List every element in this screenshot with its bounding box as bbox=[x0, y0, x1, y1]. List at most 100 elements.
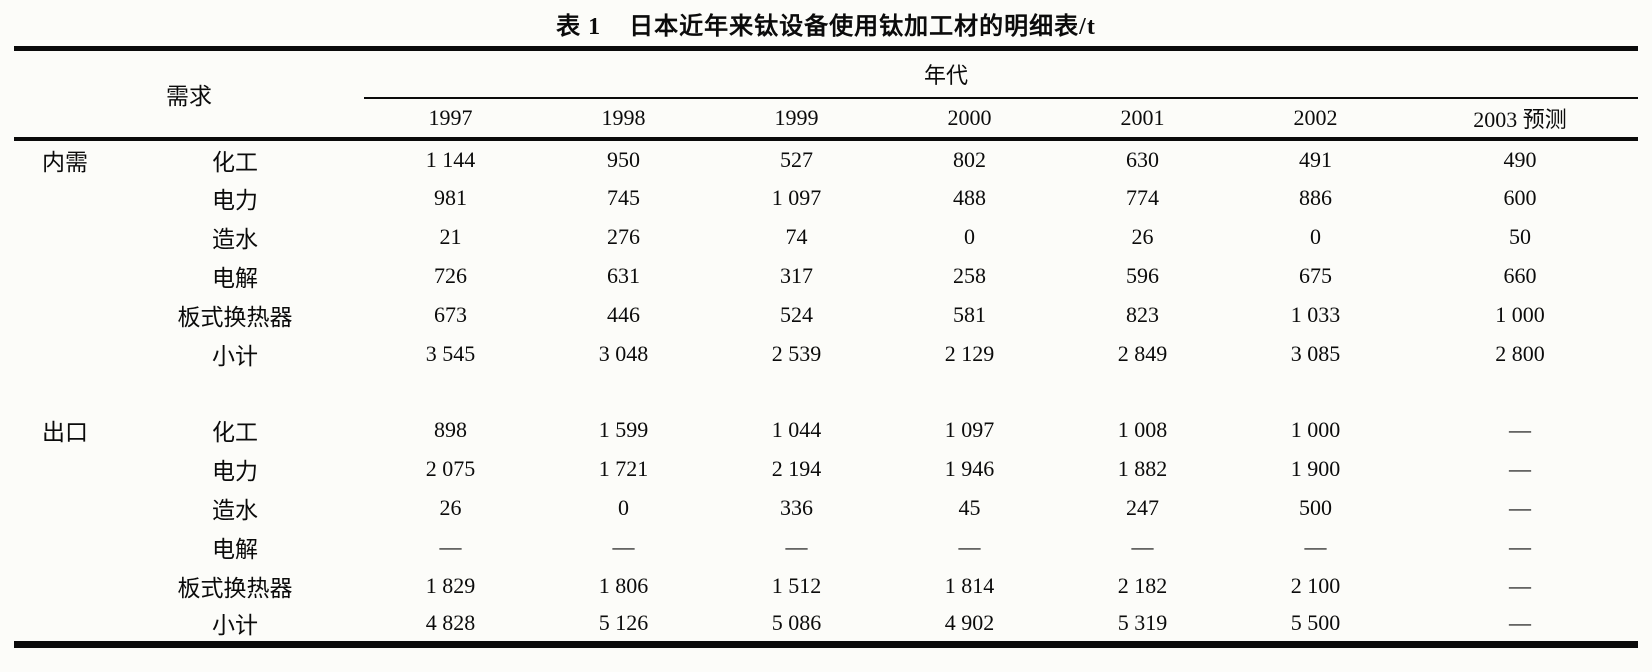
table-row: 造水 21 276 74 0 26 0 50 bbox=[14, 217, 1638, 256]
value-cell: 581 bbox=[952, 301, 986, 327]
value-cell: 2 539 bbox=[771, 340, 822, 366]
value-cell: 630 bbox=[1125, 146, 1159, 172]
era-header-row: 需求 年代 bbox=[13, 48, 1638, 141]
group-label bbox=[14, 256, 106, 295]
value-cell: 26 bbox=[439, 494, 462, 520]
value-cell: 524 bbox=[779, 301, 813, 327]
group-label: 内需 bbox=[41, 149, 88, 175]
value-cell: 898 bbox=[433, 416, 467, 442]
value-cell: 2 182 bbox=[1117, 572, 1168, 598]
value-cell: 3 545 bbox=[425, 340, 476, 366]
value-cell: 1 806 bbox=[598, 572, 649, 598]
value-cell: 276 bbox=[606, 223, 640, 249]
value-cell: 50 bbox=[1508, 223, 1531, 249]
table-row: 电解 — — — — — — — bbox=[14, 527, 1638, 566]
year-header-2003-forecast: 2003 预测 bbox=[1401, 98, 1638, 141]
value-cell: 726 bbox=[433, 262, 467, 288]
value-cell: 596 bbox=[1125, 262, 1159, 288]
value-cell: 258 bbox=[952, 262, 986, 288]
value-cell: 2 849 bbox=[1117, 340, 1168, 366]
table-row: 电解 726 631 317 258 596 675 660 bbox=[14, 256, 1638, 295]
value-cell: 631 bbox=[606, 262, 640, 288]
value-cell: 4 902 bbox=[944, 609, 995, 635]
table-row: 电力 2 075 1 721 2 194 1 946 1 882 1 900 — bbox=[14, 449, 1638, 488]
value-cell: 5 500 bbox=[1290, 609, 1341, 635]
value-cell: 3 085 bbox=[1290, 340, 1341, 366]
group-label bbox=[14, 217, 106, 256]
value-cell: 745 bbox=[606, 184, 640, 210]
value-cell: 2 075 bbox=[425, 455, 476, 481]
table-row: 电力 981 745 1 097 488 774 886 600 bbox=[14, 178, 1638, 217]
year-header-2002: 2002 bbox=[1228, 98, 1402, 141]
value-cell: 1 000 bbox=[1290, 416, 1341, 442]
value-cell: 500 bbox=[1298, 494, 1332, 520]
value-cell: 26 bbox=[1131, 223, 1154, 249]
value-cell: — bbox=[1508, 533, 1531, 559]
group-label bbox=[14, 527, 106, 566]
value-cell: — bbox=[1508, 572, 1531, 598]
value-cell: 247 bbox=[1125, 494, 1159, 520]
value-cell: 2 194 bbox=[771, 455, 822, 481]
value-cell: 1 946 bbox=[944, 455, 995, 481]
value-cell: 1 599 bbox=[598, 416, 649, 442]
group-label bbox=[14, 566, 106, 605]
value-cell: 1 900 bbox=[1290, 455, 1341, 481]
year-header-2000: 2000 bbox=[882, 98, 1056, 141]
value-cell: 74 bbox=[785, 223, 808, 249]
group-label bbox=[14, 178, 106, 217]
value-cell: 1 814 bbox=[944, 572, 995, 598]
value-cell: 0 bbox=[617, 494, 629, 520]
era-header: 年代 bbox=[363, 48, 1638, 99]
category-cell: 造水 bbox=[211, 497, 258, 523]
category-cell: 板式换热器 bbox=[177, 304, 293, 330]
category-cell: 电解 bbox=[211, 536, 258, 562]
group-label bbox=[14, 449, 106, 488]
value-cell: 802 bbox=[952, 146, 986, 172]
value-cell: 1 008 bbox=[1117, 416, 1168, 442]
category-cell: 电解 bbox=[211, 265, 258, 291]
value-cell: — bbox=[958, 533, 981, 559]
value-cell: 675 bbox=[1298, 262, 1332, 288]
value-cell: — bbox=[1508, 494, 1531, 520]
table-row: 小计 3 545 3 048 2 539 2 129 2 849 3 085 2 800 bbox=[14, 334, 1638, 373]
table-title-text: 日本近年来钛设备使用钛加工材的明细表/t bbox=[629, 14, 1096, 40]
category-cell: 化工 bbox=[211, 419, 258, 445]
demand-header: 需求 bbox=[13, 48, 364, 141]
group-label: 出口 bbox=[41, 419, 88, 445]
value-cell: 5 319 bbox=[1117, 609, 1168, 635]
value-cell: 660 bbox=[1503, 262, 1537, 288]
value-cell: 4 828 bbox=[425, 609, 476, 635]
year-header-row: 1997 1998 1999 2000 2001 2002 2003 预测 bbox=[14, 98, 1638, 141]
value-cell: 1 097 bbox=[771, 184, 822, 210]
value-cell: 490 bbox=[1503, 146, 1537, 172]
value-cell: — bbox=[1131, 533, 1154, 559]
value-cell: 21 bbox=[439, 223, 462, 249]
group-label bbox=[14, 488, 106, 527]
spacer-cell bbox=[14, 373, 1638, 410]
value-cell: 1 721 bbox=[598, 455, 649, 481]
table-row: 造水 26 0 336 45 247 500 — bbox=[14, 488, 1638, 527]
value-cell: 446 bbox=[606, 301, 640, 327]
table-row: 小计 4 828 5 126 5 086 4 902 5 319 5 500 — bbox=[14, 605, 1638, 644]
value-cell: 600 bbox=[1503, 184, 1537, 210]
value-cell: 317 bbox=[779, 262, 813, 288]
category-cell: 化工 bbox=[211, 149, 258, 175]
value-cell: 981 bbox=[433, 184, 467, 210]
value-cell: 0 bbox=[963, 223, 975, 249]
value-cell: — bbox=[612, 533, 635, 559]
value-cell: 488 bbox=[952, 184, 986, 210]
group-spacer-row bbox=[14, 373, 1638, 410]
value-cell: — bbox=[1304, 533, 1327, 559]
category-cell: 电力 bbox=[211, 187, 258, 213]
value-cell: — bbox=[1508, 416, 1531, 442]
category-cell: 电力 bbox=[211, 458, 258, 484]
value-cell: 823 bbox=[1125, 301, 1159, 327]
value-cell: 1 044 bbox=[771, 416, 822, 442]
value-cell: 1 144 bbox=[425, 146, 476, 172]
value-cell: 2 129 bbox=[944, 340, 995, 366]
value-cell: 774 bbox=[1125, 184, 1159, 210]
value-cell: 1 033 bbox=[1290, 301, 1341, 327]
table-body: 内需 化工 1 144 950 527 802 630 491 490 电力 981 745 1 097… bbox=[14, 139, 1638, 644]
value-cell: 1 829 bbox=[425, 572, 476, 598]
